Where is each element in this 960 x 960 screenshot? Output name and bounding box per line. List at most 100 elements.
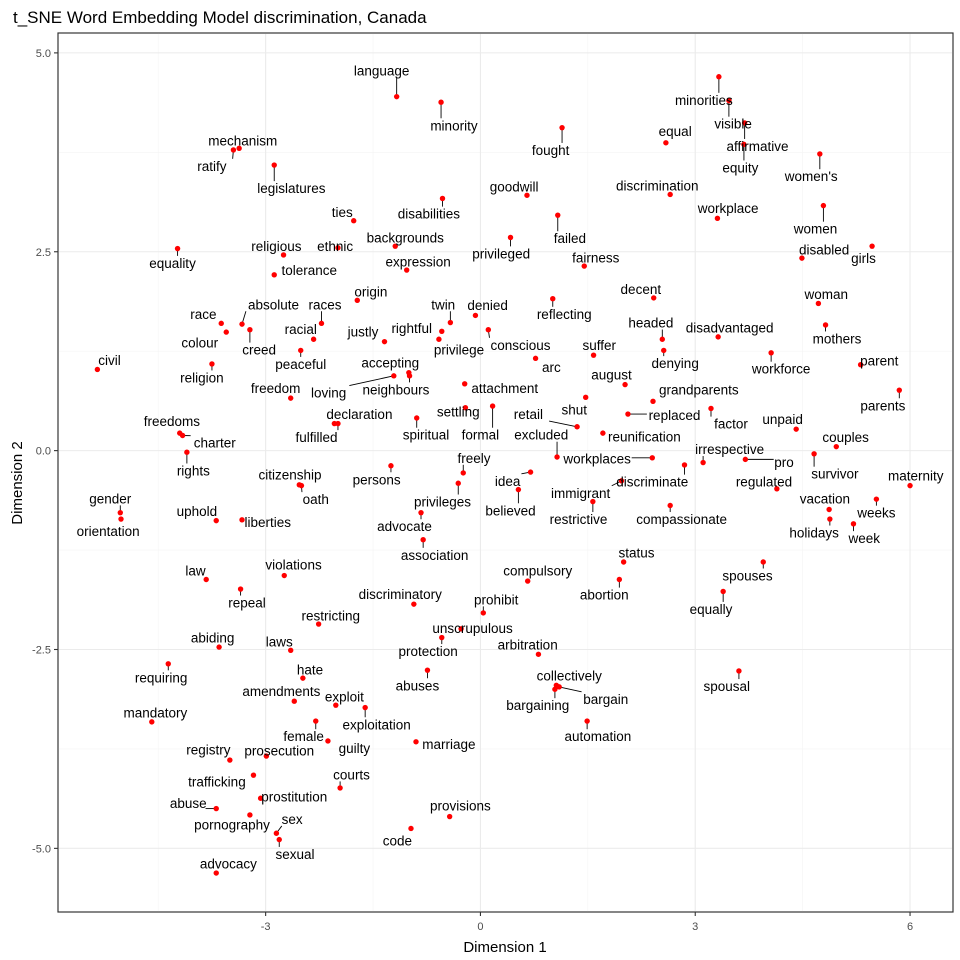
data-point-justly <box>381 338 388 345</box>
data-label-abuse: abuse <box>170 796 207 811</box>
data-point-advocacy <box>213 870 219 876</box>
data-point-discriminatory <box>411 601 417 607</box>
data-point-advocate <box>418 509 424 516</box>
data-point-mandatory <box>149 719 155 725</box>
data-point-restricting <box>315 621 322 627</box>
data-label-restrictive: restrictive <box>550 512 608 527</box>
data-label-neighbours: neighbours <box>363 382 430 397</box>
data-point-minority <box>438 99 444 105</box>
x-tick-label: 3 <box>692 921 698 933</box>
data-point-oath <box>298 482 305 489</box>
data-point-code <box>408 825 414 832</box>
data-point-absolute <box>239 321 245 327</box>
data-label-bargaining: bargaining <box>506 698 569 713</box>
data-label-prohibit: prohibit <box>474 592 519 607</box>
data-label-workplace: workplace <box>697 201 759 216</box>
data-point-excluded <box>554 454 560 460</box>
data-point-discriminate <box>681 462 688 468</box>
data-point-orientation <box>118 516 124 522</box>
data-point-tolerance <box>271 272 277 278</box>
data-point-pornography <box>247 812 253 818</box>
data-label-orientation: orientation <box>77 524 140 539</box>
data-label-peaceful: peaceful <box>275 357 326 372</box>
data-label-religious: religious <box>251 239 302 254</box>
data-label-shut: shut <box>561 402 587 417</box>
data-label-believed: believed <box>485 503 535 518</box>
data-label-exploit: exploit <box>325 689 364 704</box>
data-label-sexual: sexual <box>275 847 314 862</box>
data-label-civil: civil <box>98 353 121 368</box>
data-label-headed: headed <box>628 316 673 331</box>
data-point-visible <box>726 97 732 104</box>
data-label-disabled: disabled <box>799 242 849 257</box>
data-label-workforce: workforce <box>751 362 811 377</box>
data-point-suffer <box>590 352 597 358</box>
data-point-idea <box>527 469 534 475</box>
data-label-discriminatory: discriminatory <box>359 587 443 602</box>
data-point-goodwill <box>524 192 530 198</box>
data-point-civil <box>94 366 101 373</box>
data-label-abiding: abiding <box>191 631 235 646</box>
data-label-freely: freely <box>457 451 490 466</box>
data-label-guilty: guilty <box>339 741 371 756</box>
data-label-twin: twin <box>431 297 455 312</box>
y-tick-label: 5.0 <box>36 48 51 60</box>
data-label-abortion: abortion <box>580 588 629 603</box>
x-axis-ticks: -3 0 3 6 <box>261 912 913 933</box>
data-point-legislatures <box>271 162 277 168</box>
data-label-week: week <box>847 531 880 546</box>
data-point-arc <box>532 355 539 362</box>
data-point-denied <box>472 312 479 319</box>
y-axis-title: Dimension 2 <box>9 441 26 524</box>
data-label-women's: women's <box>784 169 838 184</box>
x-tick-label: 6 <box>907 921 913 933</box>
data-label-women: women <box>793 222 838 237</box>
data-label-arbitration: arbitration <box>498 638 558 653</box>
data-point-pro <box>742 456 749 463</box>
data-label-parent: parent <box>860 354 899 369</box>
data-label-compulsory: compulsory <box>503 564 572 579</box>
data-label-hate: hate <box>297 662 323 677</box>
data-point-association <box>420 537 426 543</box>
data-label-backgrounds: backgrounds <box>367 230 445 245</box>
data-label-parents: parents <box>860 398 905 413</box>
data-point-maternity <box>907 482 913 489</box>
data-label-privileged: privileged <box>472 246 530 261</box>
data-label-girls: girls <box>851 251 876 266</box>
data-label-advocate: advocate <box>377 519 432 534</box>
label-leader-line <box>349 375 394 386</box>
data-point-disabilities <box>439 195 446 202</box>
data-label-workplaces: workplaces <box>562 452 631 467</box>
data-point-laws <box>288 647 294 653</box>
data-point-origin <box>354 297 360 303</box>
data-label-attachment: attachment <box>471 381 538 396</box>
plot-border <box>57 32 954 913</box>
data-label-pornography: pornography <box>194 817 270 832</box>
data-point-survivor <box>811 451 817 457</box>
data-point-expression <box>403 267 410 273</box>
data-label-spiritual: spiritual <box>403 428 450 443</box>
data-point-privileges <box>455 480 461 486</box>
data-point-prostitution <box>257 795 264 801</box>
data-label-survivor: survivor <box>811 467 859 482</box>
data-point-women's <box>817 151 823 157</box>
data-label-unpaid: unpaid <box>762 412 803 427</box>
data-point-races <box>318 320 325 327</box>
data-point-loving <box>391 373 397 379</box>
data-label-sex: sex <box>282 812 303 827</box>
data-label-couples: couples <box>822 430 869 445</box>
data-label-uphold: uphold <box>177 504 218 519</box>
data-label-marriage: marriage <box>422 737 475 752</box>
data-label-rightful: rightful <box>391 321 432 336</box>
data-point-workplaces <box>649 455 655 461</box>
data-point-denying <box>661 347 667 354</box>
data-label-immigrant: immigrant <box>551 486 611 501</box>
data-point-factor <box>708 405 714 412</box>
data-label-tolerance: tolerance <box>282 263 338 278</box>
data-label-origin: origin <box>354 285 387 300</box>
data-point-disabled <box>799 255 805 261</box>
data-label-equality: equality <box>149 256 196 271</box>
data-point-girls <box>869 243 875 249</box>
data-point-liberties <box>239 517 245 523</box>
plot-area: language minority minorities visible fought e… <box>57 32 954 913</box>
